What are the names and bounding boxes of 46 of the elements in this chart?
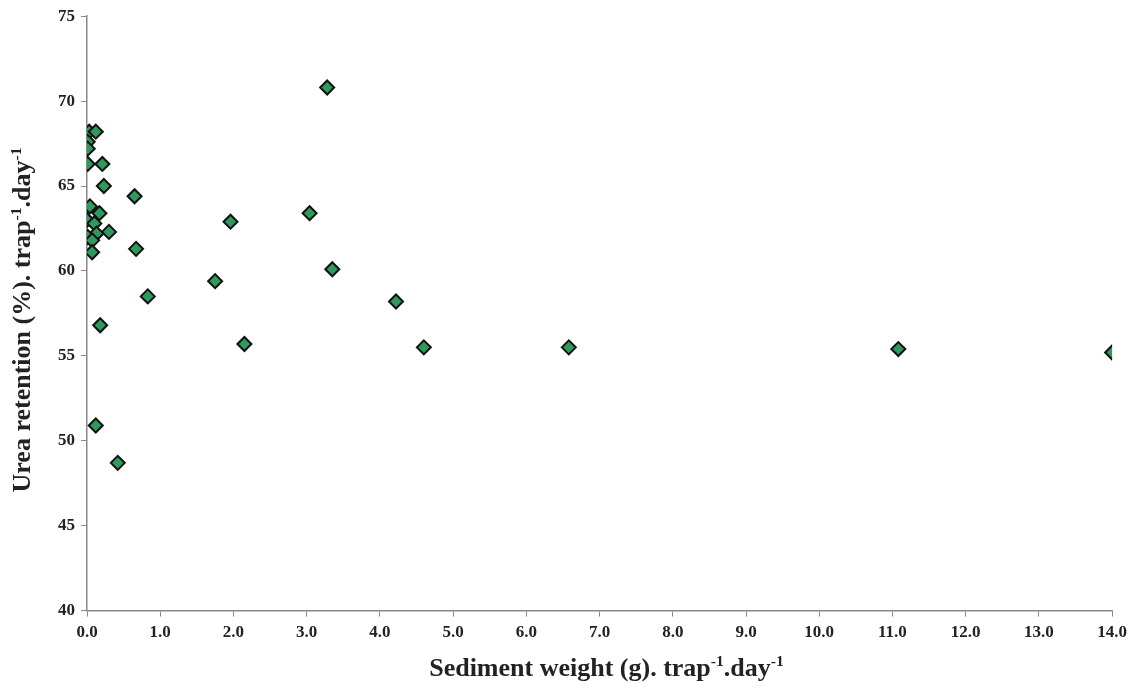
x-tick-label: 12.0 — [950, 622, 981, 642]
y-tick-label: 40 — [58, 599, 75, 619]
point — [222, 213, 239, 230]
x-axis-title: Sediment weight (g). trap$^{-1}$.day$^{-1}$ — [428, 652, 785, 683]
point — [301, 205, 318, 222]
point — [91, 205, 108, 222]
y-tick-label: 55 — [58, 345, 75, 365]
x-tick-label: 0.0 — [76, 622, 98, 642]
y-tick-label: 75 — [58, 5, 75, 25]
point — [100, 223, 117, 240]
point — [87, 417, 104, 434]
y-tick-label: 50 — [58, 430, 75, 450]
x-tick-label: 9.0 — [735, 622, 757, 642]
x-tick-label: 7.0 — [588, 622, 611, 642]
point — [415, 339, 432, 356]
y-tick-label: 45 — [58, 515, 75, 535]
point — [319, 79, 336, 96]
point — [95, 178, 112, 195]
y-tick-label: 65 — [58, 175, 75, 195]
x-tick-label: 3.0 — [296, 622, 318, 642]
point — [207, 273, 224, 290]
point — [324, 261, 341, 278]
x-tick-label: 14.0 — [1097, 622, 1127, 642]
point — [92, 317, 109, 334]
x-tick-label: 6.0 — [515, 622, 537, 642]
point — [236, 335, 253, 352]
point — [139, 288, 156, 305]
point — [109, 454, 126, 471]
x-tick-label: 11.0 — [878, 622, 907, 642]
point — [890, 341, 907, 358]
y-tick-label: 60 — [58, 260, 75, 280]
point — [388, 293, 404, 310]
x-tick-label: 8.0 — [662, 622, 684, 642]
point — [128, 240, 145, 257]
x-tick-label: 5.0 — [442, 622, 464, 642]
point — [94, 155, 111, 172]
point — [87, 123, 104, 140]
point — [126, 188, 143, 205]
x-tick-label: 2.0 — [222, 622, 245, 642]
point — [560, 339, 577, 356]
x-tick-label: 13.0 — [1024, 622, 1054, 642]
x-tick-label: 1.0 — [149, 622, 171, 642]
point — [87, 215, 103, 232]
x-tick-label: 10.0 — [804, 622, 835, 642]
x-tick-label: 4.0 — [369, 622, 391, 642]
y-tick-label: 70 — [58, 90, 75, 110]
